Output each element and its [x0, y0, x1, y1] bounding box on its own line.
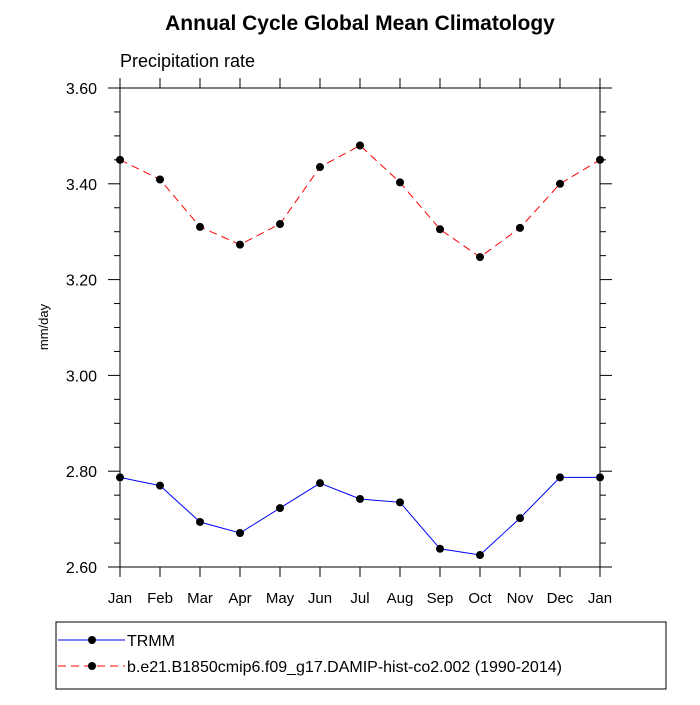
legend: TRMM b.e21.B1850cmip6.f09_g17.DAMIP-hist-… [55, 621, 667, 690]
x-tick-labels: Jan Feb Mar Apr May Jun Jul Aug Sep Oct Nov Dec Jan [108, 590, 612, 607]
data-point [276, 220, 284, 229]
x-tick-label: Jun [308, 590, 332, 607]
x-tick-label: Mar [187, 590, 213, 607]
data-point [436, 225, 444, 234]
legend-label: b.e21.B1850cmip6.f09_g17.DAMIP-hist-co2.… [127, 659, 562, 676]
data-point [476, 253, 484, 262]
y-tick-label: 2.80 [66, 464, 97, 481]
y-tick-label: 3.60 [66, 81, 97, 98]
x-tick-label: Oct [468, 590, 492, 607]
x-tick-label: Jan [108, 590, 132, 607]
legend-box [55, 621, 667, 690]
data-point [396, 498, 404, 507]
data-point [156, 481, 164, 490]
data-point [556, 179, 564, 188]
data-point [236, 240, 244, 249]
chart-title: Annual Cycle Global Mean Climatology [165, 12, 555, 35]
data-point [156, 175, 164, 184]
chart-subtitle: Precipitation rate [120, 51, 255, 71]
data-point [236, 528, 244, 537]
y-tick-label: 3.00 [66, 368, 97, 385]
data-point [476, 551, 484, 560]
y-tick-labels: 2.60 2.80 3.00 3.20 3.40 3.60 [66, 81, 97, 577]
y-tick-label: 3.40 [66, 177, 97, 194]
x-tick-label: Sep [427, 590, 454, 607]
data-point [396, 178, 404, 187]
data-point [516, 514, 524, 523]
axis-ticks [108, 78, 612, 577]
x-tick-label: Dec [547, 590, 574, 607]
data-point [556, 473, 564, 482]
data-point [356, 494, 364, 503]
x-tick-label: Apr [228, 590, 251, 607]
data-point [316, 479, 324, 488]
x-tick-label: Jul [350, 590, 369, 607]
y-tick-label: 2.60 [66, 560, 97, 577]
x-tick-label: Nov [507, 590, 534, 607]
series-line [119, 476, 600, 556]
y-tick-label: 3.20 [66, 273, 97, 290]
data-point [436, 544, 444, 553]
x-tick-label: May [266, 590, 295, 607]
legend-marker [88, 636, 96, 644]
y-axis-label: mm/day [36, 303, 51, 350]
series-layer [116, 141, 604, 560]
legend-label: TRMM [127, 633, 175, 650]
x-tick-label: Jan [588, 590, 612, 607]
legend-marker [88, 662, 96, 670]
data-point [356, 141, 364, 150]
data-point [196, 517, 204, 526]
data-point [516, 223, 524, 232]
x-tick-label: Feb [147, 590, 173, 607]
x-tick-label: Aug [387, 590, 414, 607]
data-point [196, 222, 204, 231]
series-line [119, 144, 601, 258]
data-point [316, 163, 324, 172]
plot-frame [119, 87, 601, 568]
data-point [276, 504, 284, 513]
